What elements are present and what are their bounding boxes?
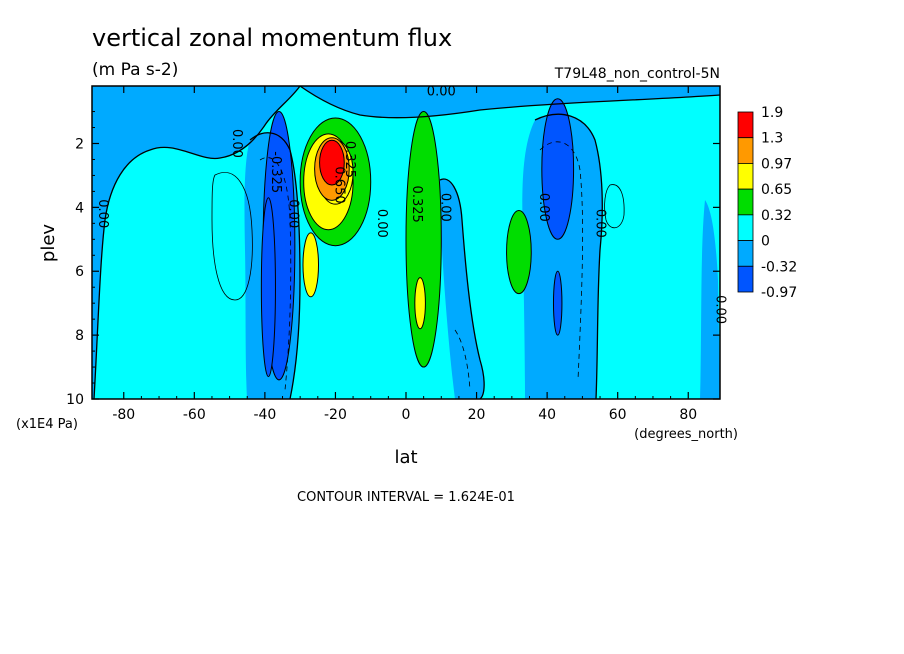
colorbar-label: 1.3	[761, 131, 783, 147]
contour-regions	[260, 98, 575, 381]
contour-label: 0.00	[374, 209, 389, 238]
contour-label: 0.325	[409, 186, 424, 223]
y-tick-label: 10	[66, 392, 84, 408]
x-tick-label: -80	[112, 407, 135, 423]
plot-area: 0.000.00-0.3250.000.000.3250.6500.000.32…	[91, 85, 727, 400]
contour-label: 0.00	[229, 129, 244, 158]
contour-label: 0.00	[95, 199, 110, 228]
y-axis-units: (x1E4 Pa)	[16, 417, 78, 432]
x-tick-label: 60	[609, 407, 627, 423]
colorbar-label: -0.32	[761, 259, 797, 275]
x-tick-label: 20	[468, 407, 486, 423]
colorbar-label: 0	[761, 234, 770, 250]
contour-label: 0.00	[437, 193, 452, 222]
contour-zero-top	[299, 85, 721, 119]
chart-subtitle: (m Pa s-2)	[92, 60, 178, 80]
negative-band-top	[300, 86, 720, 118]
x-tick-label: -60	[183, 407, 206, 423]
colorbar-swatch	[737, 163, 754, 190]
contour-region	[541, 98, 575, 240]
chart-title: vertical zonal momentum flux	[92, 24, 452, 52]
contour-zero-eq	[439, 178, 485, 400]
contour-zero-sw	[249, 132, 301, 400]
negative-band-west	[92, 86, 300, 399]
y-tick-label: 6	[75, 264, 84, 280]
y-axis-label: plev	[38, 224, 59, 263]
contour-region	[414, 277, 426, 330]
x-axis: -80 -60 -40 -20 0 20 40 60 80	[112, 86, 697, 423]
colorbar-label: 0.65	[761, 182, 792, 198]
contour-thin-east	[604, 184, 625, 229]
contour-lines	[93, 85, 721, 400]
contour-zero-west	[93, 85, 301, 400]
contour-region	[405, 111, 442, 368]
colorbar-label: 0.97	[761, 156, 792, 172]
contour-label: -0.325	[268, 151, 283, 193]
contour-region	[319, 139, 345, 186]
y-tick-label: 8	[75, 328, 84, 344]
contour-dashed-sw	[259, 157, 292, 391]
colorbar-swatch	[737, 188, 754, 216]
colorbar-swatch	[737, 111, 754, 139]
dataset-label: T79L48_non_control-5N	[554, 66, 720, 82]
contour-dashed-north	[539, 141, 584, 381]
x-tick-label: 40	[538, 407, 556, 423]
contour-label: 0.00	[536, 193, 551, 222]
contour-label: 0.325	[342, 141, 357, 178]
colorbar-label: -0.97	[761, 285, 797, 301]
colorbar-swatch	[737, 240, 754, 267]
y-tick-label: 4	[75, 200, 84, 216]
contour-labels: 0.000.00-0.3250.000.000.3250.6500.000.32…	[95, 85, 727, 324]
negative-band-polar	[700, 200, 720, 399]
colorbar-swatch	[737, 137, 754, 164]
contour-region	[506, 210, 532, 295]
contour-label: 0.00	[593, 209, 608, 238]
contour-dashed-eq	[454, 329, 471, 391]
contour-label: 0.650	[331, 166, 346, 203]
contour-label: 0.00	[427, 85, 456, 100]
contour-region	[552, 270, 563, 336]
contour-region	[302, 232, 320, 298]
y-tick-label: 2	[75, 136, 84, 152]
x-tick-label: -40	[253, 407, 276, 423]
colorbar-label: 1.9	[761, 105, 783, 121]
contour-interval-note: CONTOUR INTERVAL = 1.624E-01	[297, 490, 515, 505]
x-tick-label: -20	[324, 407, 347, 423]
colorbar-swatch	[737, 265, 754, 293]
contour-region	[260, 197, 276, 378]
colorbar: 1.9 1.3 0.97 0.65 0.32 0 -0.32 -0.97	[737, 105, 797, 301]
contour-zero-north	[534, 113, 603, 400]
x-tick-label: 0	[402, 407, 411, 423]
negative-band-equator	[438, 179, 485, 399]
colorbar-swatch	[737, 214, 754, 241]
x-tick-label: 80	[679, 407, 697, 423]
contour-label: 0.00	[286, 199, 301, 228]
colorbar-label: 0.32	[761, 208, 792, 224]
contour-thin-west	[211, 172, 253, 301]
x-axis-label: lat	[394, 447, 417, 468]
y-axis: 2 4 6 8 10	[66, 111, 720, 408]
x-axis-units: (degrees_north)	[634, 427, 738, 442]
